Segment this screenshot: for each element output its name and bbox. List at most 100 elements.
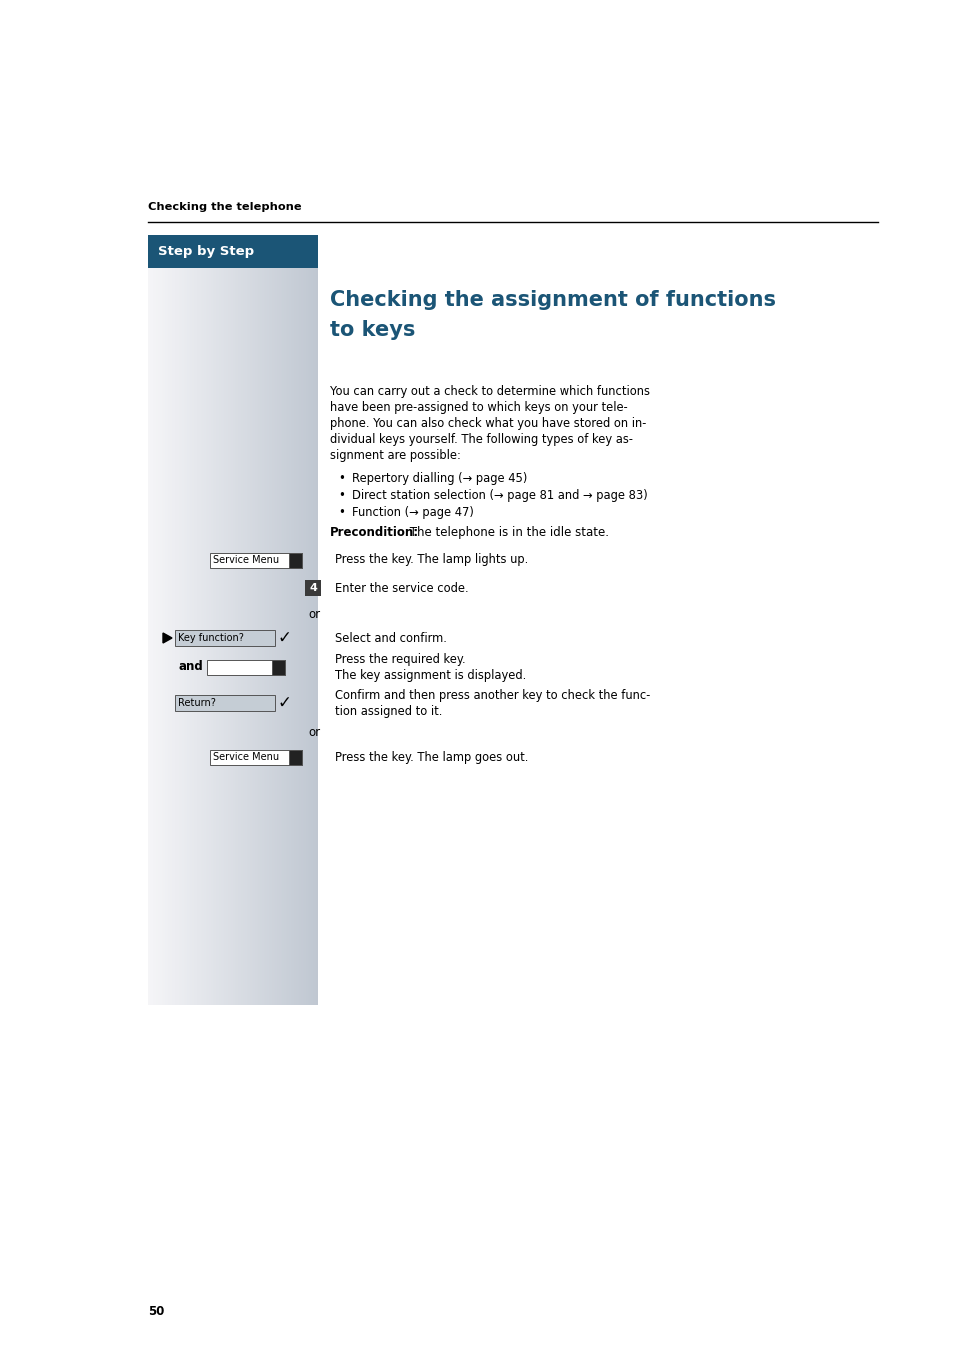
Text: Confirm and then press another key to check the func-: Confirm and then press another key to ch… xyxy=(335,689,650,701)
Text: Checking the telephone: Checking the telephone xyxy=(148,203,301,212)
Bar xyxy=(213,235,214,1005)
Text: Key function?: Key function? xyxy=(178,634,244,643)
Text: or: or xyxy=(308,608,319,620)
Bar xyxy=(163,235,165,1005)
Bar xyxy=(195,235,197,1005)
Bar xyxy=(302,235,304,1005)
Bar xyxy=(224,235,226,1005)
Text: The telephone is in the idle state.: The telephone is in the idle state. xyxy=(406,526,608,539)
Bar xyxy=(185,235,187,1005)
Bar xyxy=(174,694,274,711)
Bar xyxy=(165,235,167,1005)
Bar xyxy=(221,235,223,1005)
Text: ✓: ✓ xyxy=(276,694,291,712)
Bar xyxy=(152,235,154,1005)
Bar xyxy=(277,235,278,1005)
Bar xyxy=(299,235,301,1005)
Bar xyxy=(187,235,189,1005)
Bar xyxy=(172,235,173,1005)
Bar xyxy=(269,235,270,1005)
Bar xyxy=(223,235,224,1005)
Bar xyxy=(191,235,192,1005)
Bar xyxy=(294,235,295,1005)
Bar xyxy=(175,235,176,1005)
Text: phone. You can also check what you have stored on in-: phone. You can also check what you have … xyxy=(330,417,646,430)
Bar xyxy=(173,235,175,1005)
Bar xyxy=(219,235,221,1005)
Bar xyxy=(304,235,306,1005)
Bar xyxy=(193,235,195,1005)
Bar xyxy=(150,235,152,1005)
Bar xyxy=(248,235,250,1005)
Bar xyxy=(280,235,282,1005)
Bar xyxy=(293,235,294,1005)
Bar xyxy=(211,235,213,1005)
Bar xyxy=(289,750,302,765)
Bar xyxy=(154,235,156,1005)
Bar xyxy=(309,235,311,1005)
Text: You can carry out a check to determine which functions: You can carry out a check to determine w… xyxy=(330,385,649,399)
Text: The key assignment is displayed.: The key assignment is displayed. xyxy=(335,669,526,681)
Bar xyxy=(148,235,150,1005)
Bar xyxy=(260,235,262,1005)
Text: and: and xyxy=(178,661,203,674)
Bar xyxy=(274,235,275,1005)
Text: Precondition:: Precondition: xyxy=(330,526,418,539)
Bar xyxy=(214,235,215,1005)
Bar xyxy=(148,235,317,267)
Bar xyxy=(208,235,209,1005)
Text: Checking the assignment of functions: Checking the assignment of functions xyxy=(330,290,775,309)
Bar xyxy=(199,235,200,1005)
Bar xyxy=(217,235,219,1005)
Bar xyxy=(256,235,258,1005)
Bar xyxy=(254,235,256,1005)
Text: Select and confirm.: Select and confirm. xyxy=(335,631,446,644)
Text: Direct station selection (→ page 81 and → page 83): Direct station selection (→ page 81 and … xyxy=(352,489,647,503)
Bar xyxy=(236,235,238,1005)
Text: signment are possible:: signment are possible: xyxy=(330,449,460,462)
Polygon shape xyxy=(163,634,172,643)
Bar xyxy=(287,235,289,1005)
Bar xyxy=(308,235,309,1005)
Bar xyxy=(209,235,211,1005)
Text: ✓: ✓ xyxy=(276,630,291,647)
Text: tion assigned to it.: tion assigned to it. xyxy=(335,704,442,717)
Text: dividual keys yourself. The following types of key as-: dividual keys yourself. The following ty… xyxy=(330,434,633,446)
Bar xyxy=(305,580,320,596)
Bar xyxy=(233,235,234,1005)
Bar xyxy=(192,235,193,1005)
Bar xyxy=(313,235,314,1005)
Bar xyxy=(169,235,170,1005)
Text: •: • xyxy=(337,489,345,503)
Text: Press the key. The lamp lights up.: Press the key. The lamp lights up. xyxy=(335,554,528,566)
Bar xyxy=(262,235,263,1005)
Bar xyxy=(258,235,260,1005)
Bar xyxy=(200,235,202,1005)
Bar xyxy=(275,235,277,1005)
Bar xyxy=(297,235,299,1005)
Text: •: • xyxy=(337,507,345,519)
Bar xyxy=(234,235,236,1005)
Text: 4: 4 xyxy=(309,584,316,593)
Bar xyxy=(253,235,254,1005)
Bar xyxy=(311,235,313,1005)
Bar xyxy=(170,235,172,1005)
Text: Enter the service code.: Enter the service code. xyxy=(335,581,468,594)
Bar xyxy=(167,235,169,1005)
Bar xyxy=(265,235,267,1005)
Bar xyxy=(210,553,302,567)
Bar xyxy=(189,235,191,1005)
Bar xyxy=(289,235,291,1005)
Bar xyxy=(226,235,228,1005)
Text: Service Menu: Service Menu xyxy=(213,753,279,762)
Text: Press the required key.: Press the required key. xyxy=(335,653,465,666)
Text: Step by Step: Step by Step xyxy=(158,245,253,258)
Bar xyxy=(285,235,287,1005)
Bar xyxy=(272,235,274,1005)
Bar xyxy=(178,235,180,1005)
Text: or: or xyxy=(308,727,319,739)
Text: •: • xyxy=(337,471,345,485)
Bar xyxy=(282,235,284,1005)
Bar xyxy=(231,235,233,1005)
Bar xyxy=(230,235,231,1005)
